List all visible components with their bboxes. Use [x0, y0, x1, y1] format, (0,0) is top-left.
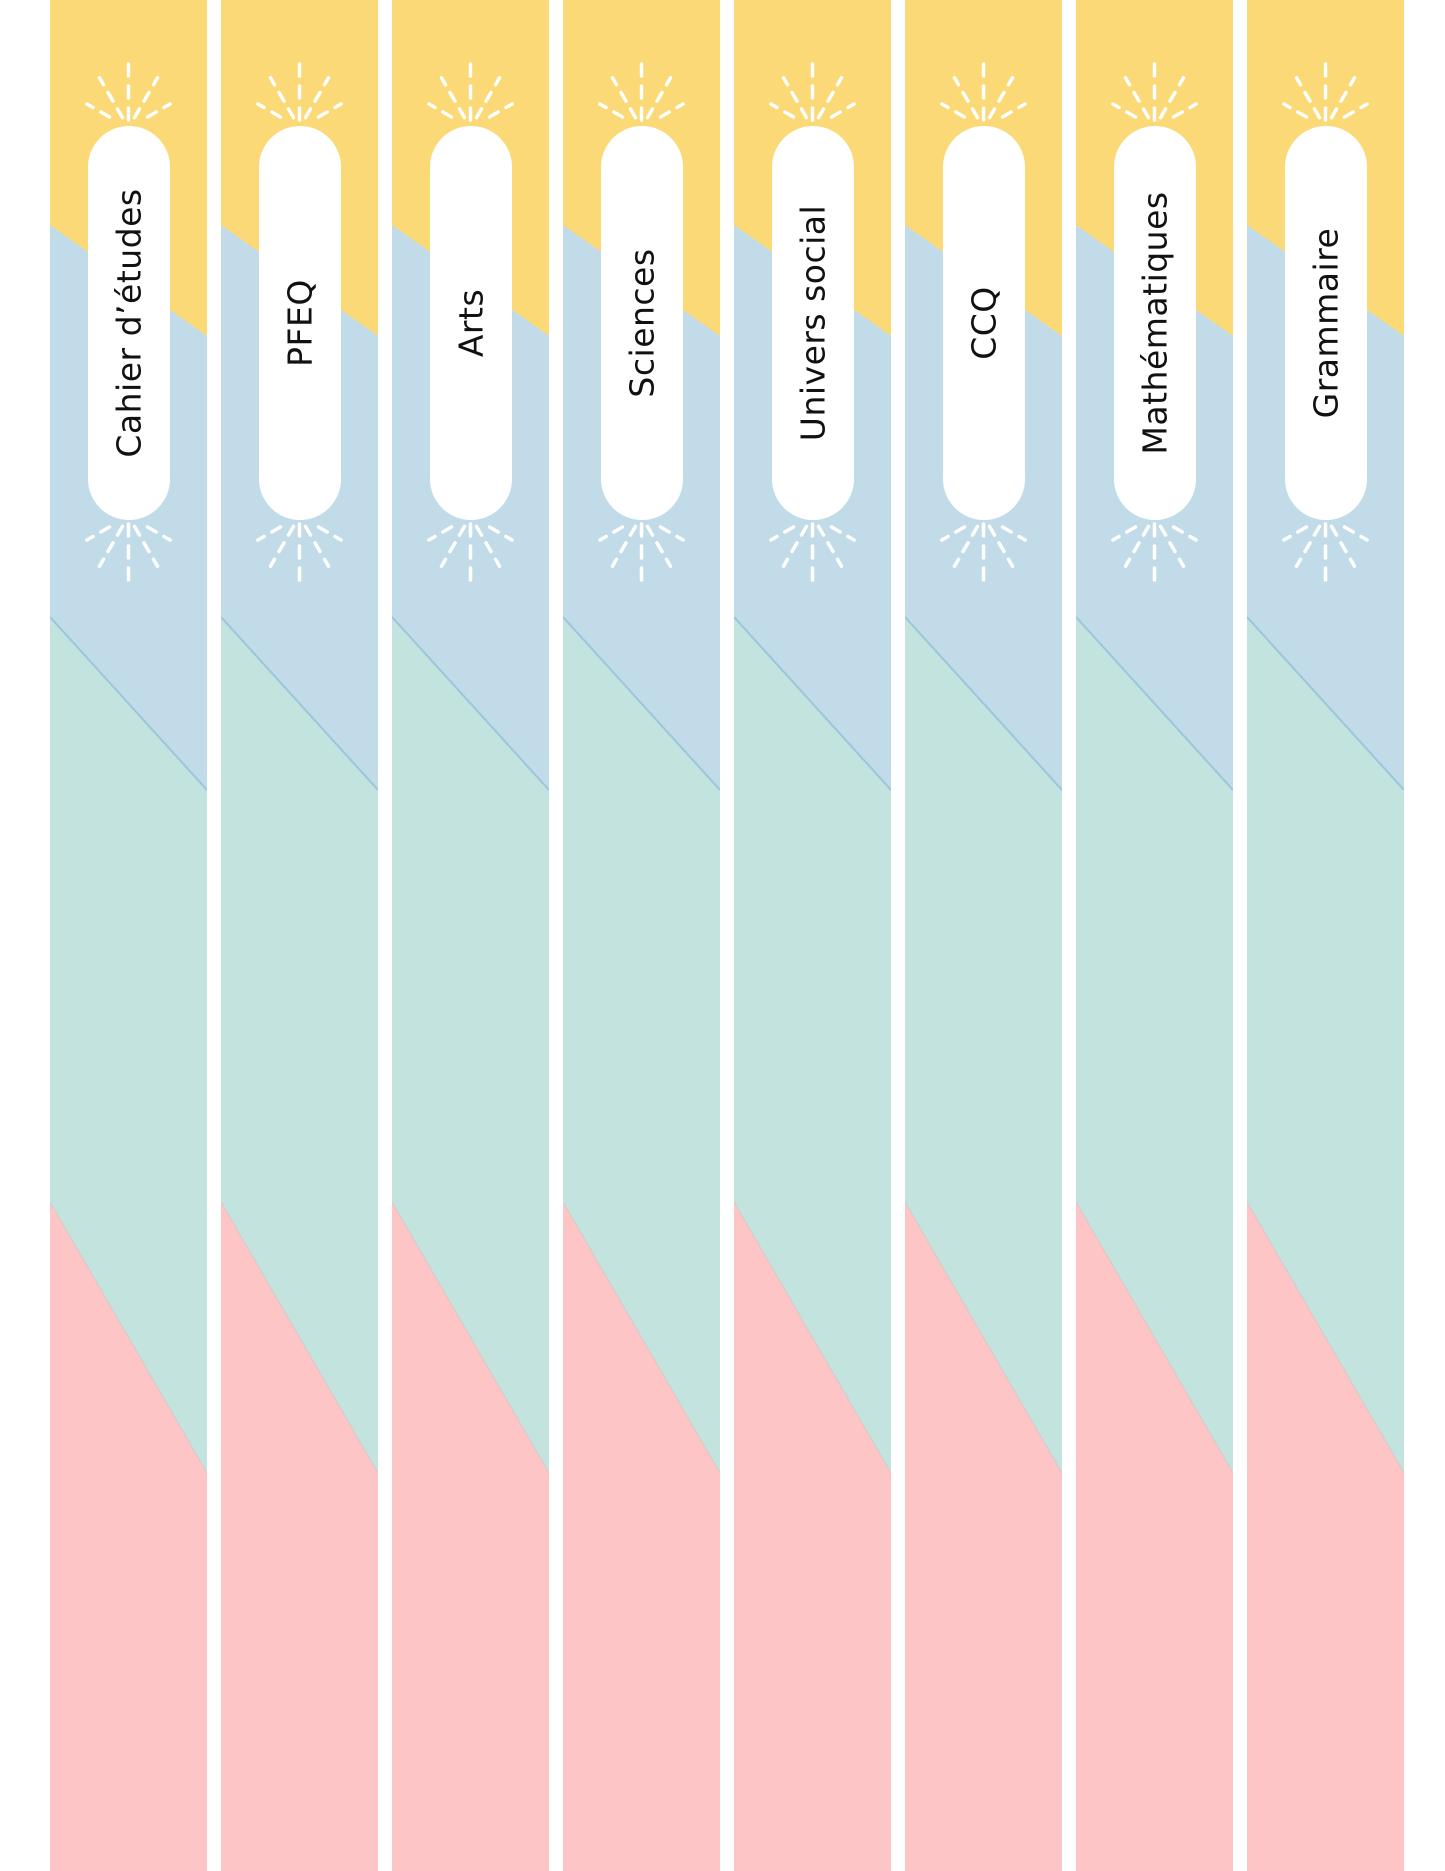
spine-label-strip: PFEQ	[221, 0, 378, 1871]
color-band-background	[563, 0, 720, 1871]
label-pill: Sciences	[601, 126, 683, 520]
spine-label-strip: Mathématiques	[1076, 0, 1233, 1871]
sunburst-rays-icon	[427, 522, 514, 590]
spine-label-text: Arts	[451, 288, 491, 358]
spine-label-text: Mathématiques	[1135, 191, 1175, 455]
sunburst-rays-icon	[427, 54, 514, 122]
spine-label-strip: Sciences	[563, 0, 720, 1871]
spine-label-strip: Cahier d’études	[50, 0, 207, 1871]
sunburst-rays-icon	[769, 54, 856, 122]
color-band-background	[905, 0, 1062, 1871]
sunburst-rays-icon	[598, 54, 685, 122]
label-pill: CCQ	[943, 126, 1025, 520]
sunburst-rays-icon	[598, 522, 685, 590]
sunburst-rays-icon	[1282, 54, 1369, 122]
color-band-background	[221, 0, 378, 1871]
sunburst-rays-icon	[256, 54, 343, 122]
label-pill: PFEQ	[259, 126, 341, 520]
sunburst-rays-icon	[85, 54, 172, 122]
spine-label-text: CCQ	[964, 286, 1004, 360]
spine-label-text: Grammaire	[1306, 227, 1346, 419]
label-pill: Arts	[430, 126, 512, 520]
label-pill: Univers social	[772, 126, 854, 520]
spine-label-text: Cahier d’études	[109, 188, 149, 458]
spine-label-text: Univers social	[793, 204, 833, 442]
sunburst-rays-icon	[1282, 522, 1369, 590]
spine-label-strip: Univers social	[734, 0, 891, 1871]
sunburst-rays-icon	[85, 522, 172, 590]
sunburst-rays-icon	[940, 522, 1027, 590]
label-pill: Grammaire	[1285, 126, 1367, 520]
sunburst-rays-icon	[940, 54, 1027, 122]
spine-label-text: Sciences	[622, 248, 662, 398]
spine-label-text: PFEQ	[280, 279, 320, 367]
sunburst-rays-icon	[1111, 522, 1198, 590]
spine-label-strip: CCQ	[905, 0, 1062, 1871]
sunburst-rays-icon	[769, 522, 856, 590]
label-pill: Cahier d’études	[88, 126, 170, 520]
label-pill: Mathématiques	[1114, 126, 1196, 520]
sunburst-rays-icon	[256, 522, 343, 590]
spine-label-strip: Grammaire	[1247, 0, 1404, 1871]
sunburst-rays-icon	[1111, 54, 1198, 122]
spine-label-strip: Arts	[392, 0, 549, 1871]
color-band-background	[392, 0, 549, 1871]
